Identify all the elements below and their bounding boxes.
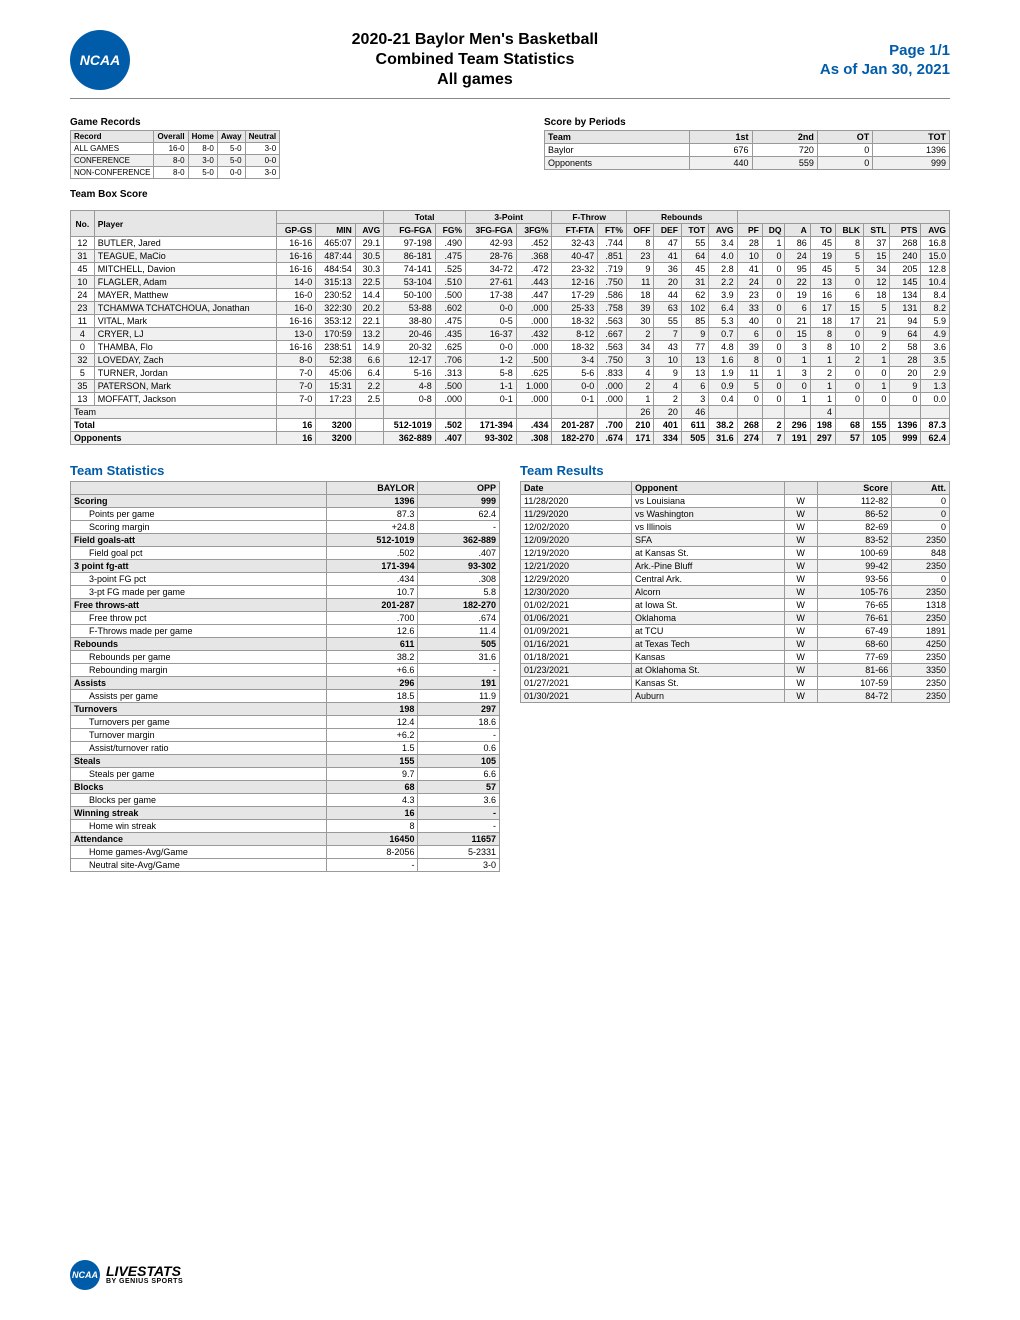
- result-row: 12/02/2020vs IllinoisW82-690: [521, 521, 950, 534]
- table-row: 23TCHAMWA TCHATCHOUA, Jonathan16-0322:30…: [71, 302, 950, 315]
- stat-row: Turnovers198297: [71, 703, 500, 716]
- opponents-row: Opponents163200362-889.40793-302.308182-…: [71, 432, 950, 445]
- table-row: 24MAYER, Matthew16-0230:5214.450-100.500…: [71, 289, 950, 302]
- title-line-3: All games: [352, 70, 599, 90]
- box-score-table: No.PlayerTotal3-PointF-ThrowReboundsGP-G…: [70, 210, 950, 445]
- stat-row: Points per game87.362.4: [71, 508, 500, 521]
- stat-row: Winning streak16-: [71, 807, 500, 820]
- result-row: 01/18/2021KansasW77-692350: [521, 651, 950, 664]
- result-row: 01/27/2021Kansas St.W107-592350: [521, 677, 950, 690]
- page-title: 2020-21 Baylor Men's Basketball Combined…: [352, 30, 599, 90]
- page-number: Page 1/1: [820, 41, 950, 61]
- stat-row: Blocks6857: [71, 781, 500, 794]
- as-of-date: As of Jan 30, 2021: [820, 60, 950, 80]
- stat-row: Steals per game9.76.6: [71, 768, 500, 781]
- table-row: 45MITCHELL, Davion16-16484:5430.374-141.…: [71, 263, 950, 276]
- result-row: 01/06/2021OklahomaW76-612350: [521, 612, 950, 625]
- stat-row: Blocks per game4.33.6: [71, 794, 500, 807]
- result-row: 12/09/2020SFAW83-522350: [521, 534, 950, 547]
- stat-row: Field goals-att512-1019362-889: [71, 534, 500, 547]
- team-row: Team2620464: [71, 406, 950, 419]
- result-row: 01/16/2021at Texas TechW68-604250: [521, 638, 950, 651]
- result-row: 01/09/2021at TCUW67-491891: [521, 625, 950, 638]
- stat-row: 3-pt FG made per game10.75.8: [71, 586, 500, 599]
- table-row: 12BUTLER, Jared16-16465:0729.197-198.490…: [71, 237, 950, 250]
- footer-brand: LIVESTATS: [106, 1265, 183, 1278]
- stat-row: Turnovers per game12.418.6: [71, 716, 500, 729]
- result-row: 12/21/2020Ark.-Pine BluffW99-422350: [521, 560, 950, 573]
- stat-row: Assist/turnover ratio1.50.6: [71, 742, 500, 755]
- table-row: 35PATERSON, Mark7-015:312.24-8.5001-11.0…: [71, 380, 950, 393]
- header-right: Page 1/1 As of Jan 30, 2021: [820, 41, 950, 80]
- table-row: 32LOVEDAY, Zach8-052:386.612-17.7061-2.5…: [71, 354, 950, 367]
- stat-row: Turnover margin+6.2-: [71, 729, 500, 742]
- title-line-2: Combined Team Statistics: [352, 50, 599, 70]
- team-results-title: Team Results: [520, 463, 950, 478]
- stat-row: Rebounds per game38.231.6: [71, 651, 500, 664]
- title-line-1: 2020-21 Baylor Men's Basketball: [352, 30, 599, 50]
- table-row: 10FLAGLER, Adam14-0315:1322.553-104.5102…: [71, 276, 950, 289]
- result-row: 11/28/2020vs LouisianaW112-820: [521, 495, 950, 508]
- table-row: 0THAMBA, Flo16-16238:5114.920-32.6250-0.…: [71, 341, 950, 354]
- stat-row: Rebounds611505: [71, 638, 500, 651]
- score-periods-title: Score by Periods: [544, 117, 950, 128]
- table-row: 11VITAL, Mark16-16353:1222.138-80.4750-5…: [71, 315, 950, 328]
- footer-ncaa-logo: NCAA: [70, 1260, 100, 1290]
- score-periods-table: Team1st2ndOTTOTBaylor67672001396Opponent…: [544, 130, 950, 170]
- result-row: 12/30/2020AlcornW105-762350: [521, 586, 950, 599]
- ncaa-logo: NCAA: [70, 30, 130, 90]
- result-row: 12/19/2020at Kansas St.W100-69848: [521, 547, 950, 560]
- table-row: 13MOFFATT, Jackson7-017:232.50-8.0000-1.…: [71, 393, 950, 406]
- footer-sub: BY GENIUS SPORTS: [106, 1278, 183, 1285]
- game-records-table: RecordOverallHomeAwayNeutralALL GAMES16-…: [70, 130, 280, 179]
- result-row: 01/30/2021AuburnW84-722350: [521, 690, 950, 703]
- page-header: NCAA 2020-21 Baylor Men's Basketball Com…: [70, 30, 950, 99]
- stat-row: Assists per game18.511.9: [71, 690, 500, 703]
- stat-row: F-Throws made per game12.611.4: [71, 625, 500, 638]
- result-row: 11/29/2020vs WashingtonW86-520: [521, 508, 950, 521]
- result-row: 01/23/2021at Oklahoma St.W81-663350: [521, 664, 950, 677]
- stat-row: Rebounding margin+6.6-: [71, 664, 500, 677]
- table-row: 31TEAGUE, MaCio16-16487:4430.586-181.475…: [71, 250, 950, 263]
- team-results-table: DateOpponentScoreAtt.11/28/2020vs Louisi…: [520, 481, 950, 703]
- stat-row: Home win streak8-: [71, 820, 500, 833]
- stat-row: Scoring margin+24.8-: [71, 521, 500, 534]
- game-records-title: Game Records: [70, 117, 530, 128]
- table-row: 4CRYER, LJ13-0170:5913.220-46.43516-37.4…: [71, 328, 950, 341]
- stat-row: Free throws-att201-287182-270: [71, 599, 500, 612]
- stat-row: Scoring1396999: [71, 495, 500, 508]
- footer: NCAA LIVESTATS BY GENIUS SPORTS: [70, 1260, 183, 1290]
- box-score-title: Team Box Score: [70, 189, 950, 200]
- stat-row: Field goal pct.502.407: [71, 547, 500, 560]
- team-stats-title: Team Statistics: [70, 463, 500, 478]
- stat-row: 3-point FG pct.434.308: [71, 573, 500, 586]
- stat-row: Neutral site-Avg/Game-3-0: [71, 859, 500, 872]
- stat-row: Free throw pct.700.674: [71, 612, 500, 625]
- table-row: 5TURNER, Jordan7-045:066.45-16.3135-8.62…: [71, 367, 950, 380]
- total-row: Total163200512-1019.502171-394.434201-28…: [71, 419, 950, 432]
- result-row: 01/02/2021at Iowa St.W76-651318: [521, 599, 950, 612]
- stat-row: Attendance1645011657: [71, 833, 500, 846]
- team-stats-table: BAYLOROPPScoring1396999Points per game87…: [70, 481, 500, 872]
- stat-row: Home games-Avg/Game8-20565-2331: [71, 846, 500, 859]
- stat-row: 3 point fg-att171-39493-302: [71, 560, 500, 573]
- result-row: 12/29/2020Central Ark.W93-560: [521, 573, 950, 586]
- stat-row: Steals155105: [71, 755, 500, 768]
- stat-row: Assists296191: [71, 677, 500, 690]
